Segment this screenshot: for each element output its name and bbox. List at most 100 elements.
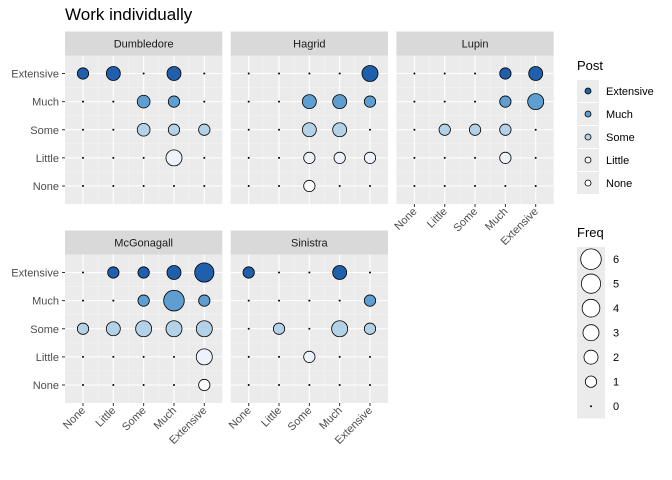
point-zero [247,72,250,75]
size-legend-label: 0 [613,401,619,413]
point-zero [278,185,281,187]
x-tick-label: Little [425,206,450,231]
x-tick-label: None [227,405,254,432]
point-zero [112,355,115,358]
point-extensive-little [363,151,377,164]
facet-strip-label: Hagrid [293,39,325,51]
legend-label: Extensive [606,86,654,98]
point-zero [278,100,281,103]
x-tick-label: Some [451,206,480,235]
point-zero [534,156,537,159]
point-zero [278,299,281,302]
point-zero [278,384,281,386]
point-zero [504,185,507,187]
facet-strip [230,31,388,56]
facet-panel-dumbledore: Dumbledore None Little Some Much Extensive [11,31,223,204]
point-some-some [136,122,151,137]
point-zero [247,156,250,159]
y-tick-label: Extensive [11,268,59,280]
point-zero [203,185,206,187]
x-tick-label: Some [286,405,315,434]
point-zero [308,299,311,302]
point-zero [338,72,341,75]
y-tick-label: Little [36,153,59,165]
color-legend-keys: Extensive Much Some Little None [577,80,654,194]
facet-panels: DumbledoreNoneLittleSomeMuchExtensiveHag… [11,31,554,447]
point-zero [474,156,477,159]
size-key-4 [581,298,601,318]
point-zero [534,185,537,187]
point-much-much [332,94,348,110]
point-some-none [303,179,316,193]
facet-strip-label: Dumbledore [114,39,174,51]
legend-key-none [584,179,592,187]
point-extensive-some [195,320,213,338]
point-zero [338,185,341,187]
facet-strip-label: Sinistra [291,238,329,250]
point-zero [247,185,250,187]
point-zero [142,185,145,187]
point-zero [338,299,341,302]
x-tick-label: Some [120,405,149,434]
size-legend-label: 6 [613,254,619,266]
point-some-some [135,320,153,338]
point-zero [534,128,537,131]
legend-key-much [584,110,592,118]
point-much-extensive [499,67,512,80]
point-zero [413,72,416,75]
point-zero [413,100,416,103]
legend-label: Some [606,132,635,144]
size-legend-label: 3 [613,328,619,340]
point-zero [142,156,145,159]
point-much-little [333,151,346,164]
point-zero [203,100,206,103]
size-legend-label: 1 [613,377,619,389]
point-zero [443,100,446,103]
point-zero [112,156,115,159]
point-zero [278,72,281,75]
point-zero [369,271,371,274]
point-extensive-some [198,123,211,136]
point-zero [172,185,175,187]
point-zero [82,100,84,103]
point-zero [443,72,446,75]
point-extensive-much [363,294,377,307]
point-zero [474,100,477,103]
legend: Post Extensive Much Some Little None Freq 6 5… [577,58,654,419]
point-zero [82,185,84,187]
point-zero [413,185,416,187]
size-key-3 [582,324,600,342]
y-tick-label: None [33,380,59,392]
x-tick-label: None [392,206,419,233]
point-zero [142,355,145,358]
legend-label: Little [606,155,629,167]
point-zero [369,128,371,131]
point-zero [369,384,371,386]
point-zero [278,271,281,274]
facet-strip [230,230,388,255]
point-none-extensive [242,266,255,279]
point-much-some [165,320,183,338]
point-much-extensive [332,265,348,280]
point-zero [247,355,250,358]
point-little-extensive [105,66,121,81]
color-legend-title: Post [577,58,603,73]
point-zero [413,156,416,159]
size-key-2 [583,349,599,365]
point-much-some [499,123,512,136]
point-zero [203,72,206,75]
facet-strip-label: Lupin [462,39,489,51]
point-some-much [137,294,150,307]
point-zero [112,384,115,386]
point-zero [172,384,175,386]
point-zero [308,72,311,75]
point-little-some [105,321,121,337]
x-tick-label: Much [152,405,180,433]
point-zero [247,100,250,103]
point-zero [112,128,115,131]
point-extensive-little [195,348,213,366]
y-tick-label: Little [36,352,59,364]
point-zero [203,156,206,159]
